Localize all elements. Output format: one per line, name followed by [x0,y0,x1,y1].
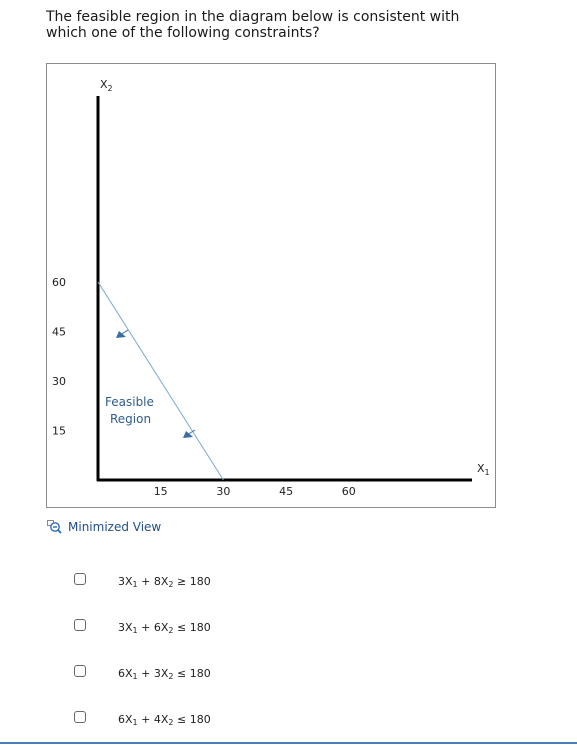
x-tick-label-60: 60 [342,485,356,498]
constraint-arrow-lower-stem [186,429,196,436]
y-tick-label-30: 30 [52,375,66,388]
y-tick-label-45: 45 [52,326,66,339]
option-2[interactable]: 3X1 + 6X2 ≤ 180 [68,619,408,639]
feasible-region-chart: X2 X1 15 30 45 60 60 45 30 15 Feasible Region [46,63,496,508]
option-4-checkbox[interactable] [74,711,86,723]
option-4[interactable]: 6X1 + 4X2 ≤ 180 [68,711,408,731]
feasible-region-label-line1: Feasible [105,395,154,409]
option-4-label: 6X1 + 4X2 ≤ 180 [118,713,211,727]
option-2-checkbox[interactable] [74,619,86,631]
option-1-checkbox[interactable] [74,573,86,585]
chart-svg: X2 X1 15 30 45 60 60 45 30 15 Feasible Region [52,78,490,498]
x-tick-label-30: 30 [216,485,230,498]
question-text: The feasible region in the diagram below… [46,9,460,41]
minimized-view-link[interactable]: Minimized View [47,519,161,535]
feasible-region-label-line2: Region [110,412,151,426]
x-axis-label: X1 [477,462,490,477]
option-2-label: 3X1 + 6X2 ≤ 180 [118,621,211,635]
option-3-label: 6X1 + 3X2 ≤ 180 [118,667,211,681]
minimized-view-label: Minimized View [68,520,162,534]
y-axis-label: X2 [100,78,113,93]
x-tick-label-15: 15 [154,485,168,498]
option-1-label: 3X1 + 8X2 ≥ 180 [118,575,211,589]
y-tick-label-15: 15 [52,425,66,438]
option-3-checkbox[interactable] [74,665,86,677]
magnifier-minus-icon [47,520,62,534]
constraint-line [97,281,224,481]
bottom-border [0,742,577,744]
option-3[interactable]: 6X1 + 3X2 ≤ 180 [68,665,408,685]
x-tick-label-45: 45 [279,485,293,498]
option-1[interactable]: 3X1 + 8X2 ≥ 180 [68,573,408,593]
constraint-arrow-upper-stem [119,329,129,336]
y-tick-label-60: 60 [52,276,66,289]
